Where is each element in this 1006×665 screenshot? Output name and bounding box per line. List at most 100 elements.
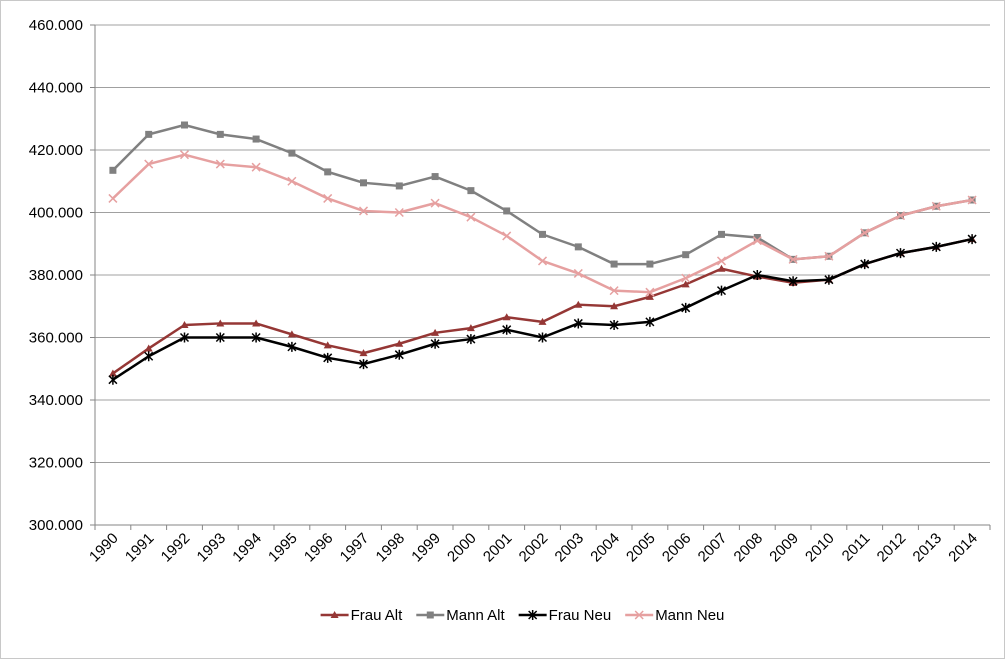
marker [537, 332, 548, 343]
marker [634, 610, 644, 620]
marker [538, 317, 547, 325]
marker [144, 159, 154, 169]
marker [430, 198, 440, 208]
marker [574, 300, 583, 308]
marker [287, 330, 296, 338]
marker [430, 338, 440, 349]
marker [609, 286, 619, 296]
marker [426, 611, 434, 619]
marker [323, 193, 333, 203]
y-tick-label: 420.000 [29, 142, 83, 159]
marker [179, 150, 190, 160]
marker [466, 324, 475, 332]
marker [144, 344, 153, 352]
marker [252, 135, 260, 143]
marker [537, 256, 548, 266]
marker [788, 254, 798, 264]
y-tick-label: 440.000 [29, 80, 83, 97]
marker [216, 130, 224, 138]
marker [394, 349, 404, 360]
marker [645, 316, 655, 327]
marker [216, 319, 225, 327]
marker [395, 339, 404, 347]
marker [824, 274, 834, 285]
marker [287, 341, 297, 352]
marker [895, 211, 906, 221]
marker [681, 273, 691, 283]
marker [108, 193, 118, 203]
marker [144, 351, 154, 362]
y-tick-label: 360.000 [29, 330, 83, 347]
marker [108, 369, 117, 377]
marker [502, 231, 512, 241]
marker [324, 168, 332, 176]
marker [323, 341, 332, 349]
marker [753, 234, 761, 241]
marker [931, 201, 941, 211]
marker [288, 149, 296, 157]
y-tick-label: 380.000 [29, 267, 83, 284]
marker [395, 182, 403, 190]
marker [502, 313, 511, 321]
marker [646, 260, 654, 268]
marker [394, 207, 404, 218]
marker [573, 318, 583, 329]
marker [824, 251, 834, 261]
marker [358, 206, 369, 216]
marker [251, 162, 261, 172]
marker [931, 241, 941, 252]
marker [967, 195, 977, 205]
marker [645, 292, 654, 300]
y-tick-label: 400.000 [29, 205, 83, 222]
y-tick-label: 460.000 [29, 17, 83, 34]
marker [682, 251, 690, 259]
legend-label: Frau Neu [549, 607, 612, 624]
marker [609, 320, 619, 330]
y-tick-label: 340.000 [29, 392, 83, 409]
marker [466, 334, 476, 345]
marker [645, 287, 655, 297]
marker [145, 130, 153, 138]
marker [860, 259, 870, 270]
marker [431, 173, 439, 181]
marker [788, 276, 798, 287]
legend-label: Frau Alt [351, 607, 404, 624]
marker [716, 256, 727, 266]
marker [358, 359, 369, 370]
marker [467, 187, 475, 195]
marker [503, 207, 511, 215]
marker [359, 349, 368, 357]
marker [574, 243, 582, 251]
marker [360, 179, 367, 187]
marker [252, 319, 261, 327]
marker [330, 611, 339, 618]
marker [179, 332, 190, 343]
y-tick-label: 300.000 [29, 517, 83, 534]
marker [502, 324, 512, 335]
marker [895, 248, 906, 259]
marker [215, 332, 225, 343]
marker [181, 121, 188, 129]
marker [573, 268, 583, 278]
marker [681, 302, 691, 313]
marker [681, 280, 690, 288]
marker [967, 234, 977, 245]
legend-label: Mann Neu [655, 607, 724, 624]
marker [251, 332, 261, 343]
marker [215, 159, 225, 169]
marker [109, 166, 117, 174]
marker [610, 302, 619, 310]
marker [716, 285, 727, 296]
marker [466, 212, 476, 222]
marker [718, 230, 725, 238]
y-tick-label: 320.000 [29, 455, 83, 472]
marker [539, 230, 546, 238]
marker [528, 610, 538, 620]
marker [860, 228, 870, 238]
marker [287, 176, 297, 186]
legend: Frau Alt Mann Alt Frau Neu Mann Neu [320, 607, 724, 624]
legend-label: Mann Alt [446, 607, 505, 624]
marker [431, 328, 440, 336]
marker [752, 236, 762, 246]
